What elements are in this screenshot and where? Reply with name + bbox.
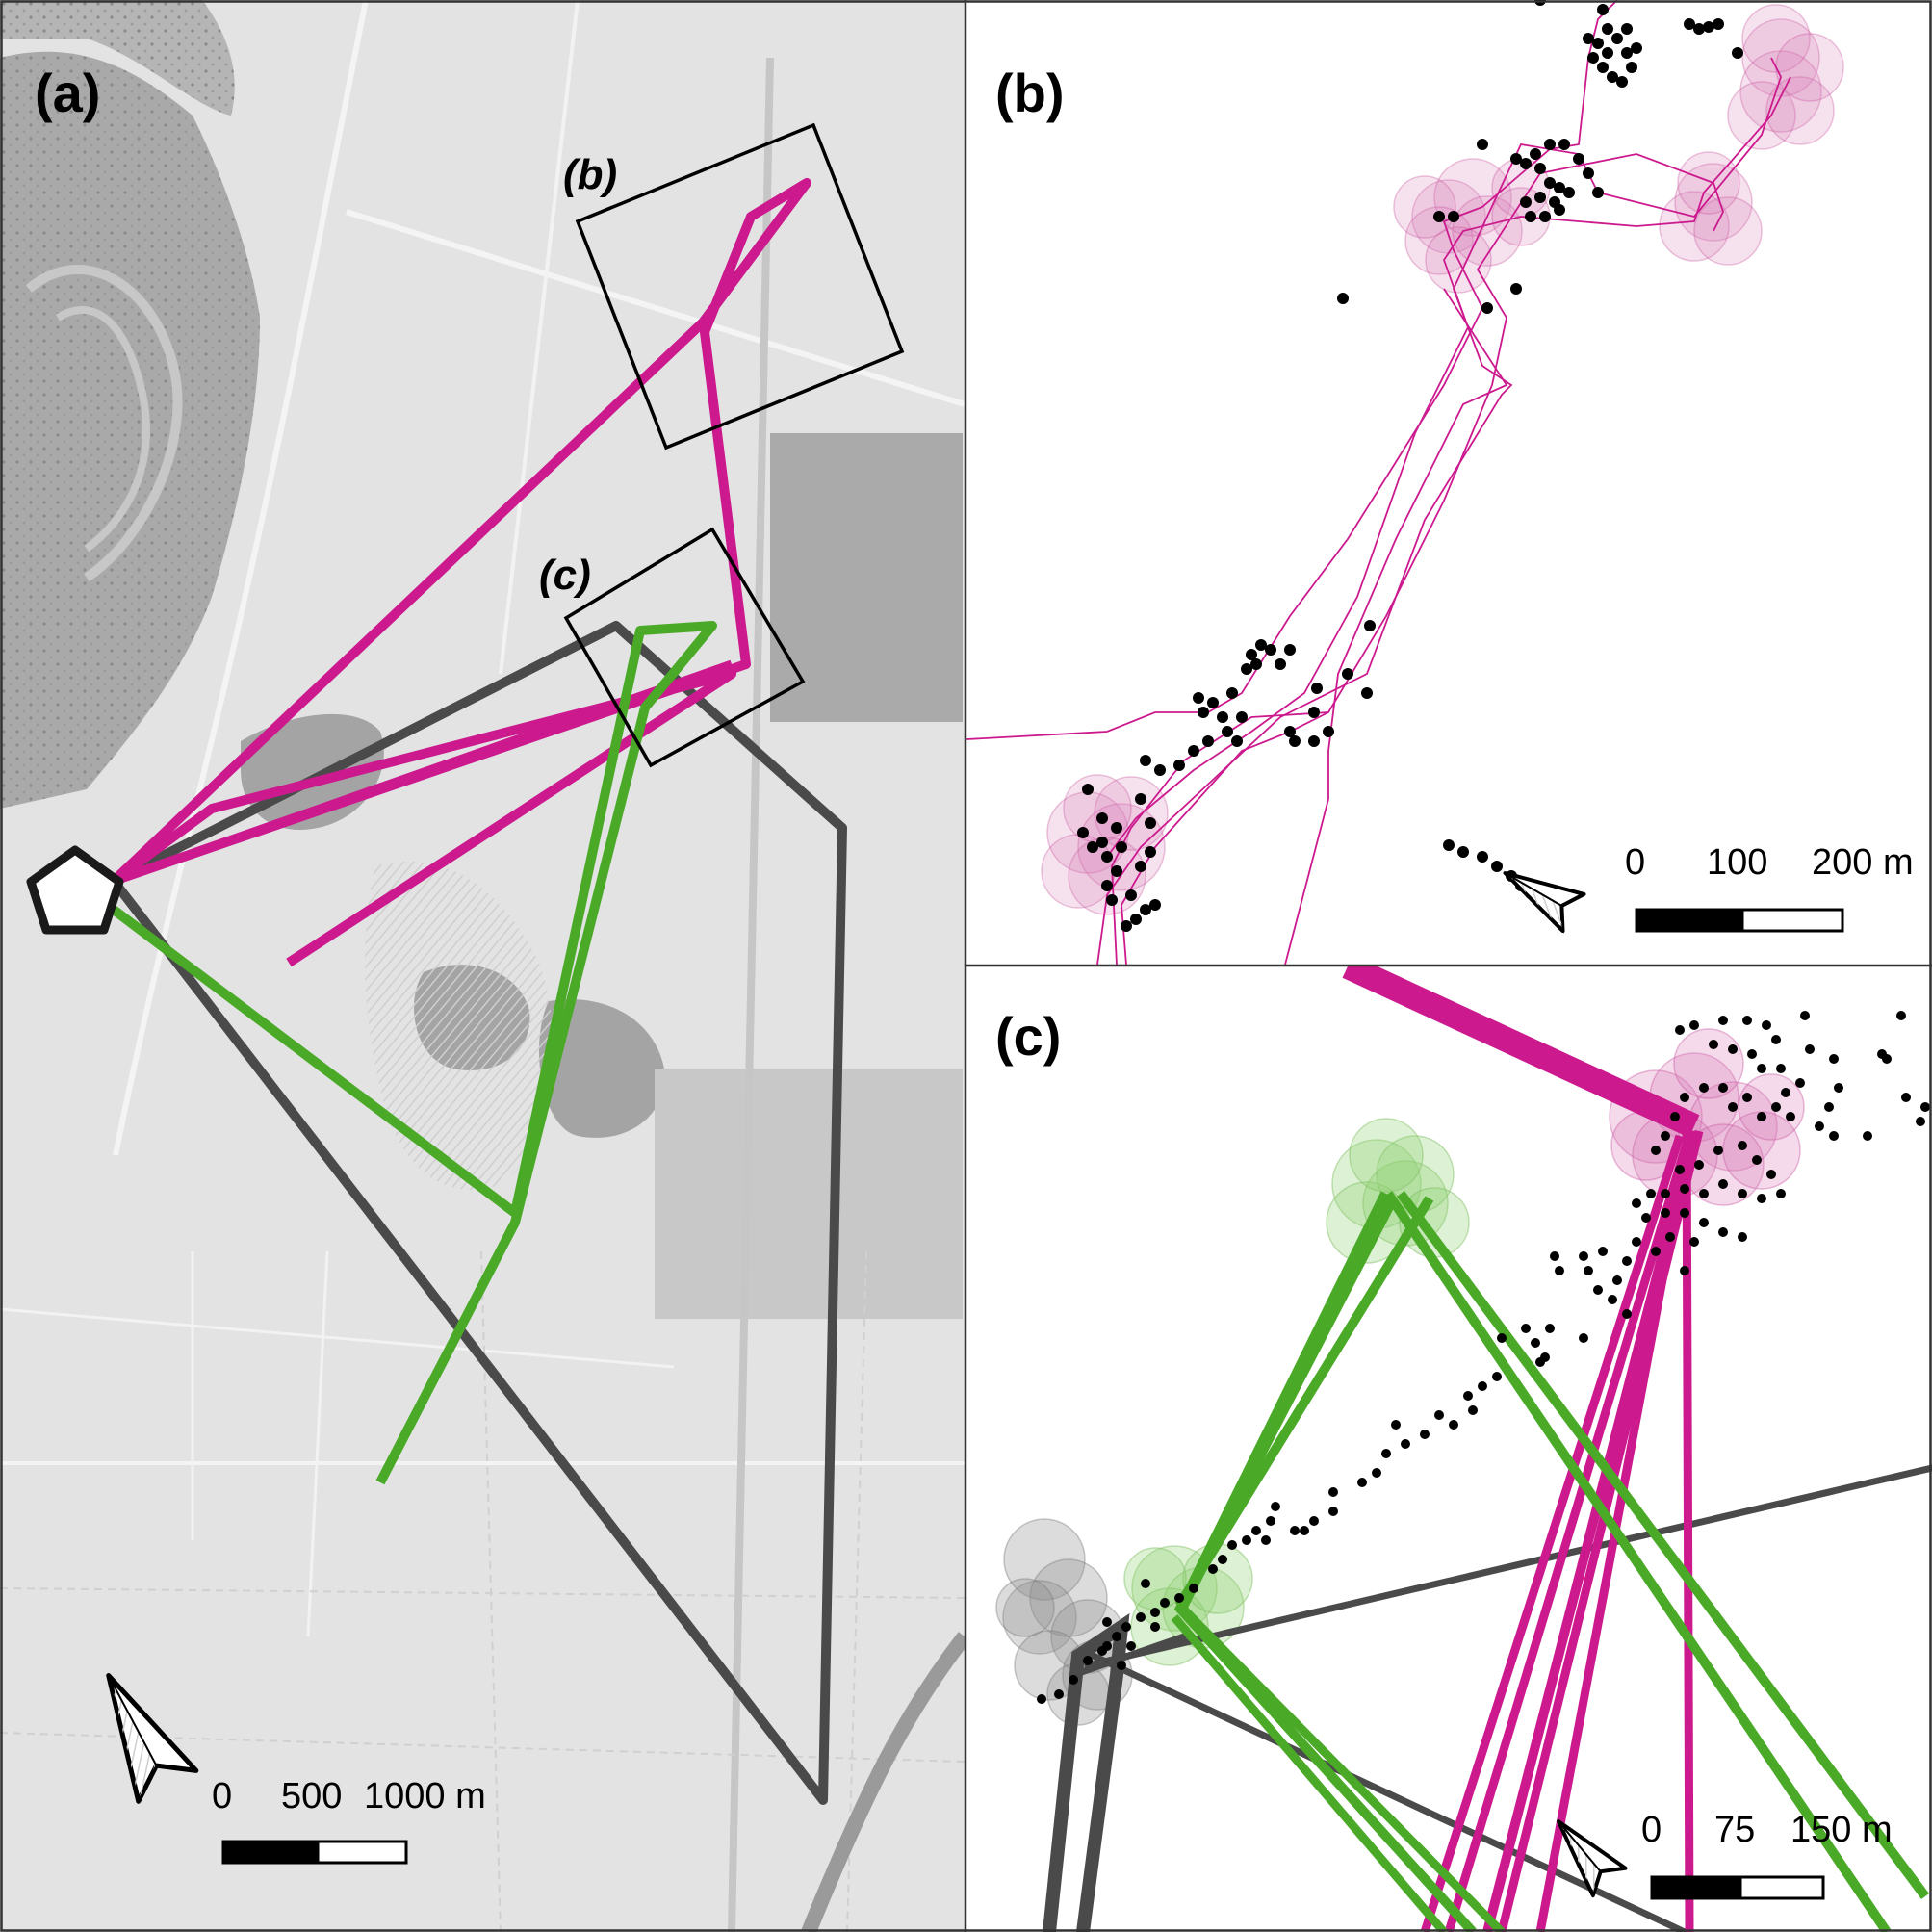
inset-label-b: (b) [563,151,617,198]
track-green-segments [1171,1191,1930,1932]
inset-box-c [563,527,806,768]
panel-label-c: (c) [995,1006,1061,1067]
road [499,0,580,675]
utilization-blobs [1041,4,1844,915]
hill-contour [55,306,150,553]
panel-b: (b) 0 100 200 m [966,0,1932,965]
scale-bar-b: 0 100 200 m [1625,842,1914,933]
track-magenta [110,178,811,886]
panel-a: (b) (c) (a) 0 500 1000 m [0,0,965,1932]
field-dark [655,1069,963,1319]
track-magenta [111,669,736,967]
field-dark [770,433,963,722]
road [346,209,965,407]
north-arrow-icon [1503,871,1586,934]
roost-marker [26,845,124,935]
north-arrow-icon [1557,1819,1628,1898]
road [0,1250,675,1637]
inset-box-b [575,122,905,451]
forest-dots [0,51,260,810]
scale-label: 0 [1641,1810,1662,1850]
gps-fixes [1077,0,1743,932]
scale-label: 0 [1625,842,1645,883]
gps-fixes [1037,1011,1930,1704]
scale-label: 75 [1714,1810,1755,1850]
panel-b-background [966,0,1932,965]
wetland [365,861,554,1191]
inset-label-c: (c) [539,552,591,599]
panel-c: (c) 0 75 150 m [966,966,1932,1932]
scale-label: 1000 m [364,1776,486,1816]
pond [539,999,665,1138]
scale-bar-c: 0 75 150 m [1641,1810,1893,1900]
railway [728,57,774,1932]
scale-label: 100 [1707,842,1767,883]
forest-north-dots [0,0,235,116]
hill-contour [25,265,183,582]
scale-label: 500 [281,1776,342,1816]
track-gray [110,621,847,1805]
road [113,0,369,1156]
track-magenta-segments [1342,966,1704,1932]
track-green [110,621,717,1485]
north-arrow-icon [106,1673,199,1805]
panel-c-background [966,966,1932,1932]
scale-label: 200 m [1812,842,1914,883]
stream [801,1632,965,1932]
panel-label-a: (a) [35,63,100,123]
scale-label: 0 [212,1776,232,1816]
scale-label: 150 m [1790,1810,1893,1850]
panel-label-b: (b) [995,63,1065,123]
scale-bar-a: 0 500 1000 m [212,1776,486,1865]
